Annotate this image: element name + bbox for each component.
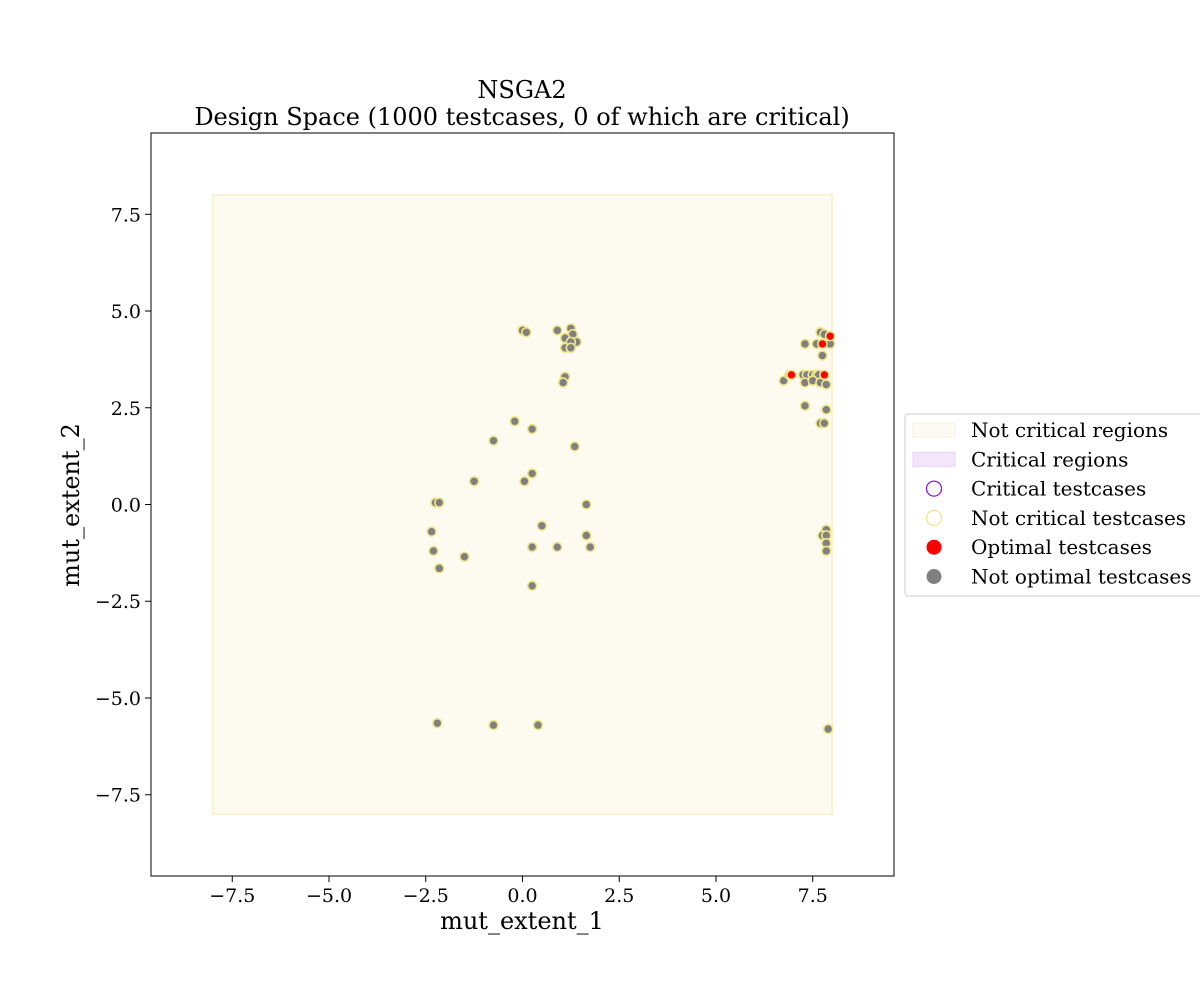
legend-marker-not-optimal-testcases [926, 569, 942, 584]
not-optimal-point [432, 717, 443, 729]
not-optimal-point [468, 475, 480, 487]
not-optimal-point [565, 342, 577, 354]
optimal-point [819, 369, 830, 381]
y-tick-label: −2.5 [95, 591, 141, 613]
not-optimal-point [519, 475, 530, 487]
not-optimal-point [526, 423, 538, 435]
legend-marker-critical-testcases [925, 480, 943, 497]
legend-label-optimal-testcases: Optimal testcases [971, 535, 1152, 559]
not-optimal-point [569, 441, 581, 452]
not-optimal-point [820, 404, 832, 415]
x-axis-label: mut_extent_1 [440, 907, 604, 935]
not-optimal-point [488, 719, 499, 731]
regions-layer [212, 194, 833, 815]
not-optimal-point [526, 580, 538, 592]
not-optimal-point [581, 499, 592, 510]
x-tick-label: −5.0 [306, 885, 352, 907]
not-optimal-point [799, 400, 811, 412]
y-tick-label: 5.0 [111, 301, 141, 323]
not-optimal-point [820, 545, 832, 557]
y-tick-label: −5.0 [95, 688, 141, 710]
x-tick-label: −2.5 [403, 885, 449, 907]
legend-label-critical-testcases: Critical testcases [971, 477, 1146, 501]
y-tick-label: 7.5 [111, 204, 141, 226]
not-optimal-point [459, 551, 470, 563]
legend-swatch-critical-regions [912, 451, 956, 467]
not-optimal-point [433, 497, 445, 508]
legend-label-not-critical-testcases: Not critical testcases [971, 506, 1186, 530]
not-optimal-point [820, 379, 832, 390]
not-optimal-point [557, 377, 569, 388]
not-optimal-point [526, 541, 538, 553]
not-optimal-point [428, 545, 439, 557]
points-layer [426, 323, 836, 735]
y-tick-label: 2.5 [111, 398, 141, 420]
not-optimal-point [536, 520, 548, 532]
legend-label-not-optimal-testcases: Not optimal testcases [971, 565, 1192, 589]
not-optimal-point [426, 526, 437, 537]
not-optimal-point [509, 415, 521, 427]
region-not-critical [212, 194, 833, 815]
y-tick-label: 0.0 [111, 495, 141, 517]
chart-title: NSGA2 [477, 76, 566, 104]
x-tick-label: 7.5 [798, 885, 828, 907]
legend-marker-optimal-testcases [926, 539, 942, 555]
not-optimal-point [552, 325, 563, 336]
not-optimal-point [799, 338, 811, 350]
not-optimal-point [526, 468, 538, 479]
not-optimal-point [822, 723, 834, 735]
x-axis-ticks: −7.5 −5.0 −2.5 0.0 2.5 5.0 7.5 [209, 876, 828, 907]
not-optimal-point [532, 719, 544, 731]
x-tick-label: 5.0 [701, 885, 731, 907]
not-optimal-point [817, 350, 828, 361]
y-tick-label: −7.5 [95, 785, 141, 807]
not-optimal-point [488, 435, 499, 446]
x-tick-label: 0.0 [507, 885, 537, 907]
y-axis-label: mut_extent_2 [57, 423, 85, 587]
legend-label-not-critical-regions: Not critical regions [971, 418, 1168, 442]
not-optimal-point [819, 417, 830, 429]
legend: Not critical regions Critical regions Crit… [904, 413, 1200, 597]
legend-label-critical-regions: Critical regions [971, 447, 1128, 471]
optimal-point [824, 330, 836, 342]
not-optimal-point [581, 530, 592, 541]
legend-box [904, 413, 1200, 597]
not-optimal-point [552, 541, 563, 553]
not-optimal-point [433, 563, 445, 574]
y-axis-ticks: −7.5 −5.0 −2.5 0.0 2.5 5.0 7.5 [95, 204, 151, 807]
optimal-point [817, 338, 828, 350]
optimal-point [786, 369, 797, 381]
not-optimal-point [521, 326, 532, 338]
chart-subtitle: Design Space (1000 testcases, 0 of which… [194, 103, 849, 131]
x-tick-label: 2.5 [604, 885, 634, 907]
legend-marker-not-critical-testcases [925, 509, 943, 527]
legend-swatch-not-critical-regions [912, 422, 956, 438]
x-tick-label: −7.5 [209, 885, 255, 907]
not-optimal-point [584, 541, 596, 553]
legend-items: Not critical regions Critical regions Crit… [912, 418, 1192, 589]
